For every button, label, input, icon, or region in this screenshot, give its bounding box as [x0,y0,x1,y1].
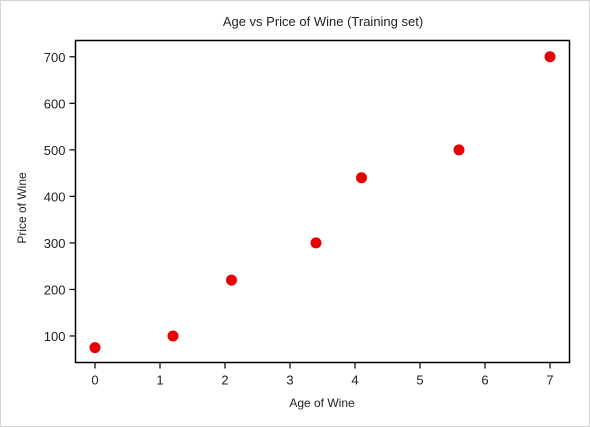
chart-title: Age vs Price of Wine (Training set) [223,14,423,29]
data-point [356,172,367,184]
x-tick-label: 5 [416,373,423,388]
x-tick-label: 1 [156,373,163,388]
y-tick-label: 100 [44,329,66,344]
y-tick-label: 400 [44,189,66,204]
x-tick-label: 0 [91,373,98,388]
x-tick-label: 4 [351,373,358,388]
data-points [89,51,556,354]
data-point [310,237,322,249]
x-tick-label: 3 [286,373,293,388]
x-axis-label: Age of Wine [289,396,355,410]
y-axis-label: Price of Wine [15,172,29,244]
x-axis: 0 1 2 3 4 5 6 7 [91,362,554,388]
x-tick-label: 6 [481,373,488,388]
y-tick-label: 200 [44,282,66,297]
y-tick-label: 700 [44,50,66,65]
data-point [226,274,237,286]
y-tick-label: 500 [44,143,66,158]
y-tick-label: 600 [44,96,66,111]
data-point [453,144,465,156]
plot-area [74,39,571,364]
data-point [89,342,101,354]
y-axis: 100 200 300 400 500 600 700 [44,50,76,344]
data-point [167,330,179,342]
y-tick-label: 300 [44,236,66,251]
x-tick-label: 7 [546,373,553,388]
x-tick-label: 2 [221,373,228,388]
data-point [544,51,556,63]
